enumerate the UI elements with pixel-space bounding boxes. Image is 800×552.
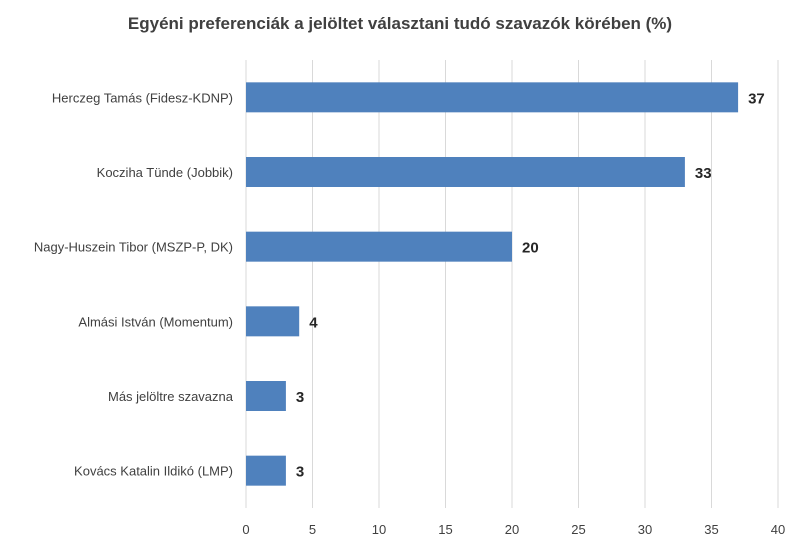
- x-tick-label-25: 25: [571, 522, 585, 537]
- bar-2: [246, 231, 512, 262]
- category-label-0: Herczeg Tamás (Fidesz-KDNP): [52, 90, 233, 105]
- x-tick-label-20: 20: [505, 522, 519, 537]
- data-label-2: 20: [522, 240, 539, 257]
- bar-1: [246, 157, 685, 187]
- x-tick-label-15: 15: [438, 522, 452, 537]
- data-label-1: 33: [695, 165, 712, 182]
- x-tick-label-0: 0: [242, 522, 249, 537]
- category-labels: Herczeg Tamás (Fidesz-KDNP) Kocziha Tünde…: [34, 90, 234, 478]
- x-tick-label-10: 10: [372, 522, 386, 537]
- category-label-5: Kovács Katalin Ildikó (LMP): [74, 464, 233, 479]
- grid-lines: [245, 60, 779, 508]
- bar-3: [246, 306, 300, 337]
- x-tick-label-30: 30: [638, 522, 652, 537]
- bar-5: [246, 455, 286, 486]
- category-label-4: Más jelöltre szavazna: [108, 389, 234, 404]
- x-tick-label-35: 35: [704, 522, 718, 537]
- x-tick-label-40: 40: [771, 522, 785, 537]
- data-label-4: 3: [296, 389, 304, 406]
- bars: [246, 82, 739, 486]
- category-label-3: Almási István (Momentum): [78, 314, 233, 329]
- category-label-1: Kocziha Tünde (Jobbik): [97, 165, 233, 180]
- x-axis-ticks: 0 5 10 15 20 25 30 35 40: [242, 522, 785, 537]
- bar-0: [246, 82, 739, 113]
- data-label-5: 3: [296, 464, 304, 481]
- x-tick-label-5: 5: [309, 522, 316, 537]
- data-label-0: 37: [748, 90, 765, 107]
- data-label-3: 4: [309, 314, 318, 331]
- category-label-2: Nagy-Huszein Tibor (MSZP-P, DK): [34, 240, 233, 255]
- chart-title: Egyéni preferenciák a jelöltet választan…: [127, 14, 673, 33]
- bar-4: [246, 381, 286, 411]
